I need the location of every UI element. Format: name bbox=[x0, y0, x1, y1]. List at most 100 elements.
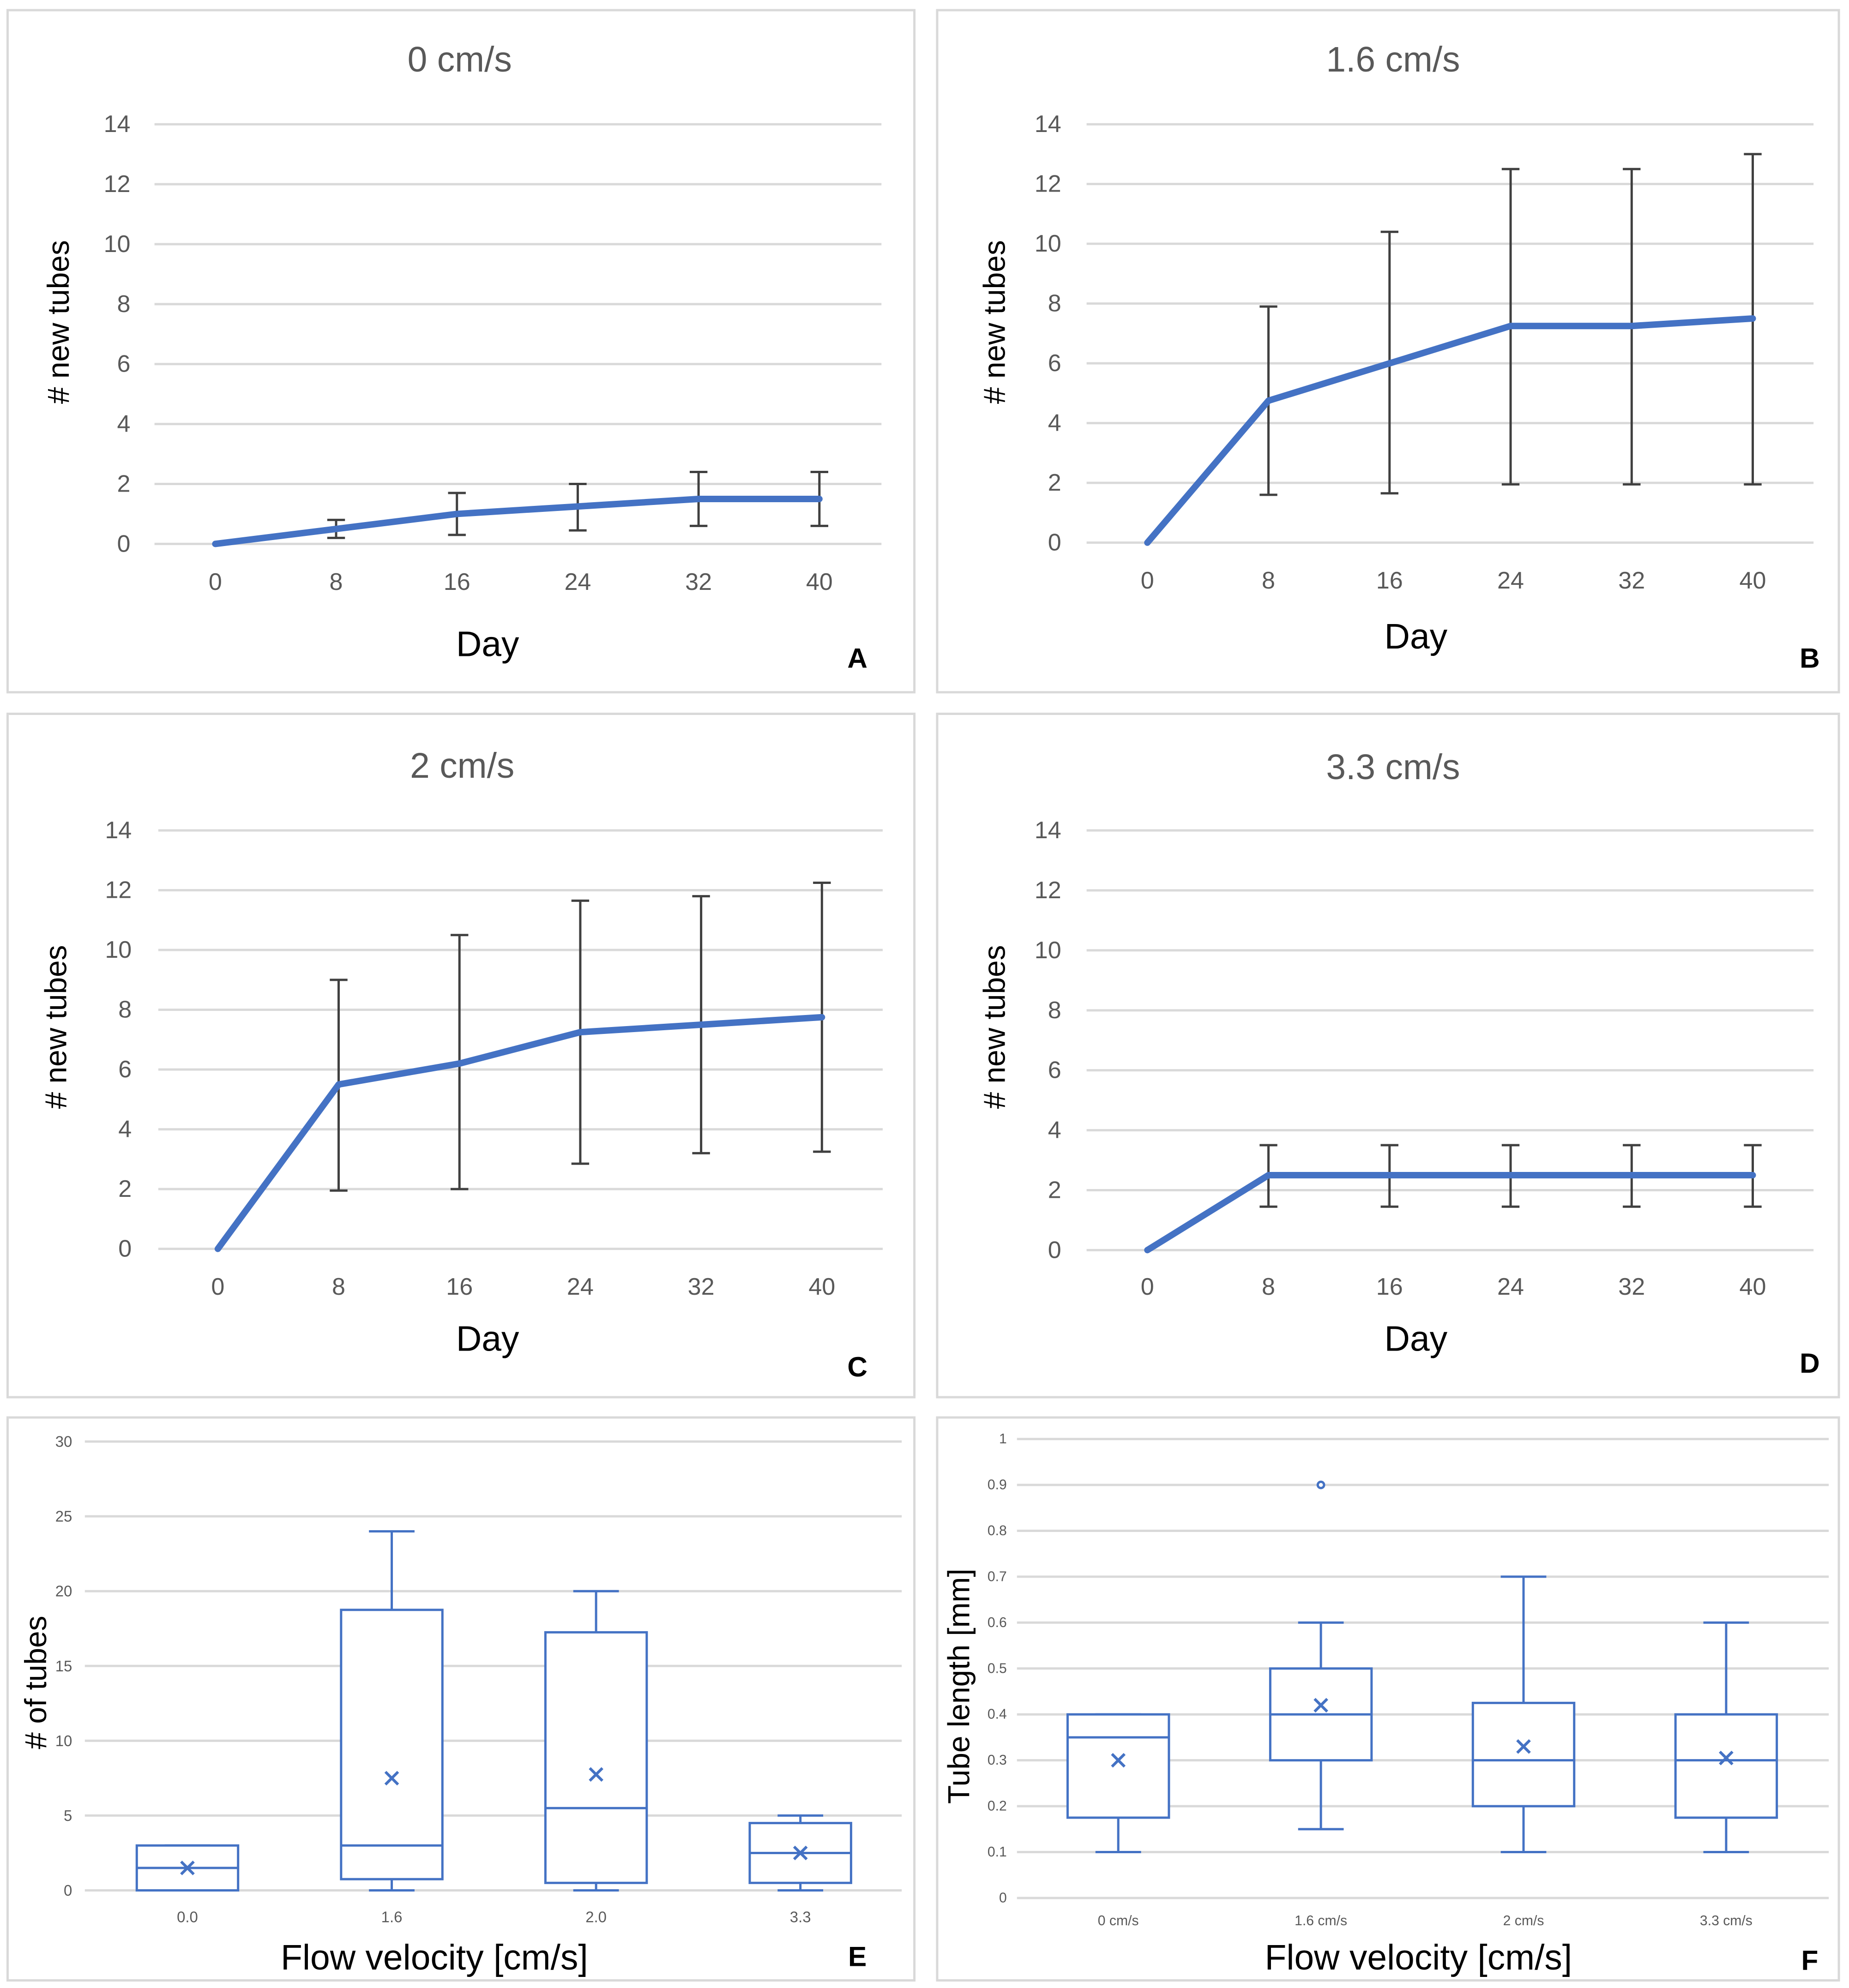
chart-panel-e: 0 5 10 15 20 25 30 0.0 1.6 2.0 3.3 Flow velocity [c… bbox=[6, 1416, 916, 1982]
x-axis-label: Flow velocity [cm/s] bbox=[1265, 1938, 1572, 1977]
mean-marker bbox=[180, 1861, 195, 1875]
y-tick-label: 0.4 bbox=[988, 1707, 1007, 1722]
x-axis-label: Day bbox=[1385, 617, 1448, 656]
panel-letter: C bbox=[847, 1351, 867, 1382]
y-tick-label: 4 bbox=[1048, 410, 1061, 437]
x-tick-label: 24 bbox=[564, 569, 591, 595]
y-tick-label: 2 bbox=[1048, 469, 1061, 496]
data-point bbox=[1267, 1173, 1270, 1177]
data-point bbox=[818, 497, 821, 500]
y-tick-label: 12 bbox=[104, 171, 131, 198]
x-tick-label: 2 cm/s bbox=[1503, 1913, 1544, 1928]
data-point bbox=[576, 505, 579, 508]
y-tick-label: 14 bbox=[1035, 817, 1061, 844]
x-tick-label: 40 bbox=[808, 1273, 835, 1300]
y-tick-label: 2 bbox=[118, 1176, 132, 1202]
data-point bbox=[458, 1062, 461, 1065]
y-tick-label: 10 bbox=[105, 937, 132, 963]
y-tick-label: 10 bbox=[104, 231, 131, 258]
x-tick-label: 32 bbox=[1618, 567, 1645, 594]
box-0 bbox=[135, 1844, 240, 1892]
box-0 bbox=[1066, 1713, 1170, 1854]
chart-panel-f: 0 0.1 0.2 0.3 0.4 0.5 0.6 0.7 0.8 0.9 1 0 cm/s 1.6 c… bbox=[936, 1416, 1840, 1982]
y-tick-label: 14 bbox=[1035, 111, 1061, 138]
panel-border bbox=[936, 1416, 1840, 1982]
x-tick-label: 40 bbox=[806, 569, 833, 595]
data-point bbox=[1388, 362, 1391, 365]
outlier-point bbox=[1316, 1480, 1325, 1489]
y-tick-label: 8 bbox=[1048, 997, 1061, 1024]
x-tick-label: 8 bbox=[330, 569, 343, 595]
box-iqr bbox=[1674, 1713, 1778, 1819]
panel-letter: B bbox=[1800, 643, 1820, 674]
box-iqr bbox=[340, 1609, 444, 1880]
panel-letter: A bbox=[847, 643, 867, 674]
mean-marker bbox=[589, 1767, 603, 1782]
data-point bbox=[335, 527, 338, 530]
series-line bbox=[214, 1014, 825, 1252]
y-tick-label: 0.9 bbox=[988, 1477, 1007, 1493]
data-point bbox=[1146, 541, 1149, 544]
x-tick-label: 40 bbox=[1740, 1273, 1766, 1300]
y-tick-label: 8 bbox=[118, 997, 132, 1023]
box-1 bbox=[340, 1530, 444, 1892]
y-tick-label: 5 bbox=[64, 1807, 72, 1824]
box-1 bbox=[1269, 1480, 1373, 1831]
y-tick-label: 0 bbox=[1048, 1237, 1061, 1263]
x-tick-label: 0 bbox=[211, 1273, 224, 1300]
y-tick-label: 0 bbox=[64, 1882, 72, 1899]
data-point bbox=[1388, 1173, 1391, 1177]
x-tick-label: 2.0 bbox=[585, 1909, 607, 1926]
box-3 bbox=[1674, 1621, 1778, 1854]
y-tick-label: 2 bbox=[1048, 1177, 1061, 1203]
mean-marker bbox=[793, 1845, 808, 1861]
mean-marker bbox=[1111, 1753, 1126, 1768]
x-tick-label: 1.6 cm/s bbox=[1295, 1913, 1347, 1928]
x-tick-label: 24 bbox=[1497, 1273, 1524, 1300]
data-point bbox=[214, 542, 217, 546]
x-tick-label: 1.6 bbox=[381, 1909, 403, 1926]
y-tick-label: 6 bbox=[1048, 1057, 1061, 1084]
chart-title: 2 cm/s bbox=[410, 746, 514, 786]
y-tick-label: 20 bbox=[55, 1583, 72, 1600]
x-tick-label: 24 bbox=[1497, 567, 1524, 594]
series-line bbox=[1144, 1171, 1756, 1254]
panel-letter: E bbox=[848, 1940, 867, 1972]
data-point bbox=[1509, 324, 1512, 328]
y-tick-label: 1 bbox=[999, 1431, 1007, 1447]
y-tick-label: 14 bbox=[104, 111, 131, 138]
y-tick-label: 6 bbox=[117, 351, 131, 378]
y-tick-label: 8 bbox=[1048, 290, 1061, 317]
data-point bbox=[820, 1015, 824, 1019]
chart-title: 3.3 cm/s bbox=[1326, 747, 1460, 787]
y-tick-label: 10 bbox=[1035, 937, 1061, 964]
panel-border bbox=[936, 712, 1840, 1399]
data-point bbox=[699, 1023, 703, 1027]
y-tick-label: 0.3 bbox=[988, 1753, 1007, 1768]
mean-marker bbox=[384, 1771, 399, 1786]
x-tick-label: 0 bbox=[1141, 1273, 1154, 1300]
y-tick-label: 0.6 bbox=[988, 1615, 1007, 1630]
data-point bbox=[1630, 324, 1633, 328]
y-tick-label: 0.5 bbox=[988, 1661, 1007, 1676]
data-point bbox=[1509, 1173, 1512, 1177]
y-tick-label: 0 bbox=[1048, 529, 1061, 556]
mean-marker bbox=[1516, 1739, 1531, 1754]
series-line bbox=[212, 495, 823, 547]
y-axis-label: # of tubes bbox=[18, 1616, 53, 1749]
panel-letter: F bbox=[1801, 1945, 1819, 1976]
x-axis-label: Day bbox=[1385, 1319, 1448, 1359]
y-tick-label: 12 bbox=[1035, 877, 1061, 904]
y-tick-label: 0 bbox=[999, 1890, 1007, 1905]
x-tick-label: 24 bbox=[567, 1273, 594, 1300]
y-tick-label: 30 bbox=[55, 1433, 72, 1450]
data-point bbox=[337, 1083, 340, 1086]
y-tick-label: 0.2 bbox=[988, 1799, 1007, 1814]
y-tick-label: 10 bbox=[1035, 230, 1061, 257]
y-tick-label: 0.1 bbox=[988, 1844, 1007, 1860]
y-tick-label: 4 bbox=[118, 1116, 132, 1143]
y-tick-label: 14 bbox=[105, 817, 132, 844]
